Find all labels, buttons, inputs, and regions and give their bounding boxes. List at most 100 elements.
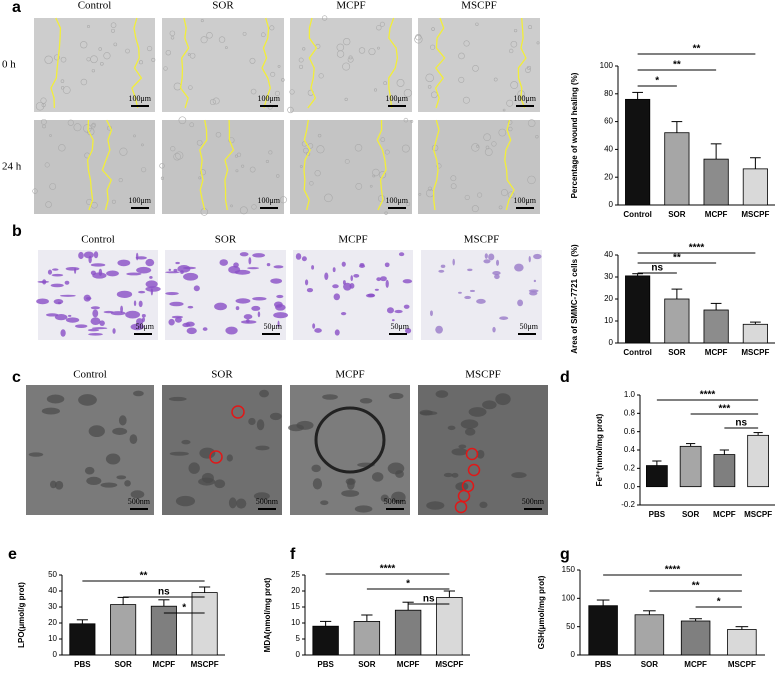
scale-bar-label: 500nm bbox=[522, 497, 545, 506]
stained-cell bbox=[57, 301, 62, 305]
cell-texture bbox=[477, 192, 483, 198]
error-bar bbox=[671, 121, 683, 133]
cell-texture bbox=[58, 144, 66, 152]
stained-cell bbox=[247, 267, 260, 270]
micrograph bbox=[290, 18, 412, 112]
x-tick-label: PBS bbox=[649, 510, 666, 519]
significance-label: **** bbox=[380, 564, 396, 575]
organelle bbox=[175, 495, 196, 507]
cell-texture bbox=[173, 152, 181, 161]
wound-edge bbox=[376, 119, 387, 211]
cell-texture bbox=[165, 49, 172, 56]
cell-texture bbox=[425, 73, 434, 83]
cell-texture bbox=[506, 99, 514, 107]
organelle bbox=[116, 475, 127, 480]
cell-texture bbox=[110, 22, 117, 28]
bar bbox=[634, 614, 665, 656]
stained-cell bbox=[494, 274, 500, 280]
bar bbox=[191, 592, 218, 656]
stained-cell bbox=[180, 270, 184, 274]
cell-texture bbox=[483, 133, 491, 142]
stained-cell bbox=[88, 332, 103, 336]
error-bar bbox=[671, 288, 683, 299]
cell-texture bbox=[49, 183, 57, 190]
organelle bbox=[100, 482, 118, 488]
cell-texture bbox=[535, 135, 539, 139]
stained-cell bbox=[135, 256, 147, 260]
cell-texture bbox=[298, 57, 304, 63]
highlight bbox=[457, 489, 471, 503]
stained-cell bbox=[398, 252, 405, 257]
stained-cell bbox=[182, 322, 191, 328]
cell-texture bbox=[321, 15, 328, 21]
stained-cell bbox=[343, 282, 352, 291]
cell-texture bbox=[99, 61, 104, 66]
stained-cell bbox=[59, 294, 76, 297]
organelle bbox=[458, 444, 467, 449]
cell-texture bbox=[44, 55, 53, 64]
cell-texture bbox=[45, 201, 52, 208]
stained-cell bbox=[65, 317, 80, 323]
cell-texture bbox=[464, 194, 470, 200]
organelle bbox=[511, 472, 527, 479]
y-tick-label: 0 bbox=[609, 338, 614, 347]
stained-cell bbox=[248, 257, 252, 265]
cell-texture bbox=[281, 78, 285, 82]
organelle bbox=[482, 400, 497, 410]
stained-cell bbox=[314, 328, 322, 333]
cell-texture bbox=[306, 151, 311, 156]
cell-texture bbox=[228, 137, 235, 144]
stained-cell bbox=[332, 284, 339, 289]
cell-texture bbox=[268, 150, 273, 155]
cell-texture bbox=[525, 67, 531, 73]
cell-texture bbox=[138, 60, 143, 65]
stained-cell bbox=[91, 327, 108, 330]
stained-cell bbox=[374, 288, 379, 291]
cell-texture bbox=[151, 57, 156, 62]
scale-bar-label: 100μm bbox=[257, 94, 280, 103]
error-bar bbox=[710, 143, 722, 160]
organelle bbox=[345, 478, 356, 485]
cell-texture bbox=[35, 102, 45, 111]
error-bar bbox=[750, 321, 761, 325]
x-tick-label: MSCPF bbox=[191, 660, 219, 669]
significance-label: **** bbox=[689, 243, 705, 254]
stained-cell bbox=[112, 328, 116, 334]
scale-bar-label: 50μm bbox=[263, 322, 282, 331]
cell-texture bbox=[196, 139, 203, 146]
y-tick-label: 60 bbox=[604, 117, 613, 126]
stained-cell bbox=[429, 310, 433, 317]
cell-texture bbox=[187, 53, 191, 57]
stained-cell bbox=[312, 323, 316, 329]
cell-texture bbox=[513, 28, 518, 33]
stained-cell bbox=[225, 326, 238, 335]
cell-texture bbox=[472, 65, 479, 72]
scale-bar-label: 100μm bbox=[128, 94, 151, 103]
organelle bbox=[124, 480, 131, 487]
organelle bbox=[312, 478, 323, 490]
stained-cell bbox=[149, 275, 153, 279]
significance-label: **** bbox=[700, 390, 716, 401]
stained-cell bbox=[138, 300, 143, 308]
x-tick-label: MSCPF bbox=[741, 210, 769, 219]
stained-cell bbox=[492, 271, 501, 276]
organelle bbox=[468, 407, 487, 417]
wound-edge bbox=[303, 119, 311, 211]
x-tick-label: PBS bbox=[317, 660, 334, 669]
stained-cell bbox=[235, 298, 251, 304]
stained-cell bbox=[99, 320, 105, 326]
stained-cell bbox=[87, 328, 100, 332]
scale-bar-label: 100μm bbox=[128, 196, 151, 205]
organelle bbox=[133, 390, 144, 397]
cell-texture bbox=[427, 186, 433, 191]
y-axis-label: Percentage of wound healing (%) bbox=[570, 72, 579, 198]
y-tick-label: 40 bbox=[604, 250, 613, 259]
organelle bbox=[311, 464, 321, 473]
y-tick-label: 0 bbox=[609, 200, 614, 209]
x-tick-label: MCPF bbox=[705, 210, 728, 219]
stained-cell bbox=[367, 293, 375, 297]
cell-texture bbox=[384, 149, 390, 155]
stained-cell bbox=[438, 269, 445, 273]
highlight bbox=[467, 463, 481, 477]
cell-texture bbox=[299, 165, 303, 168]
